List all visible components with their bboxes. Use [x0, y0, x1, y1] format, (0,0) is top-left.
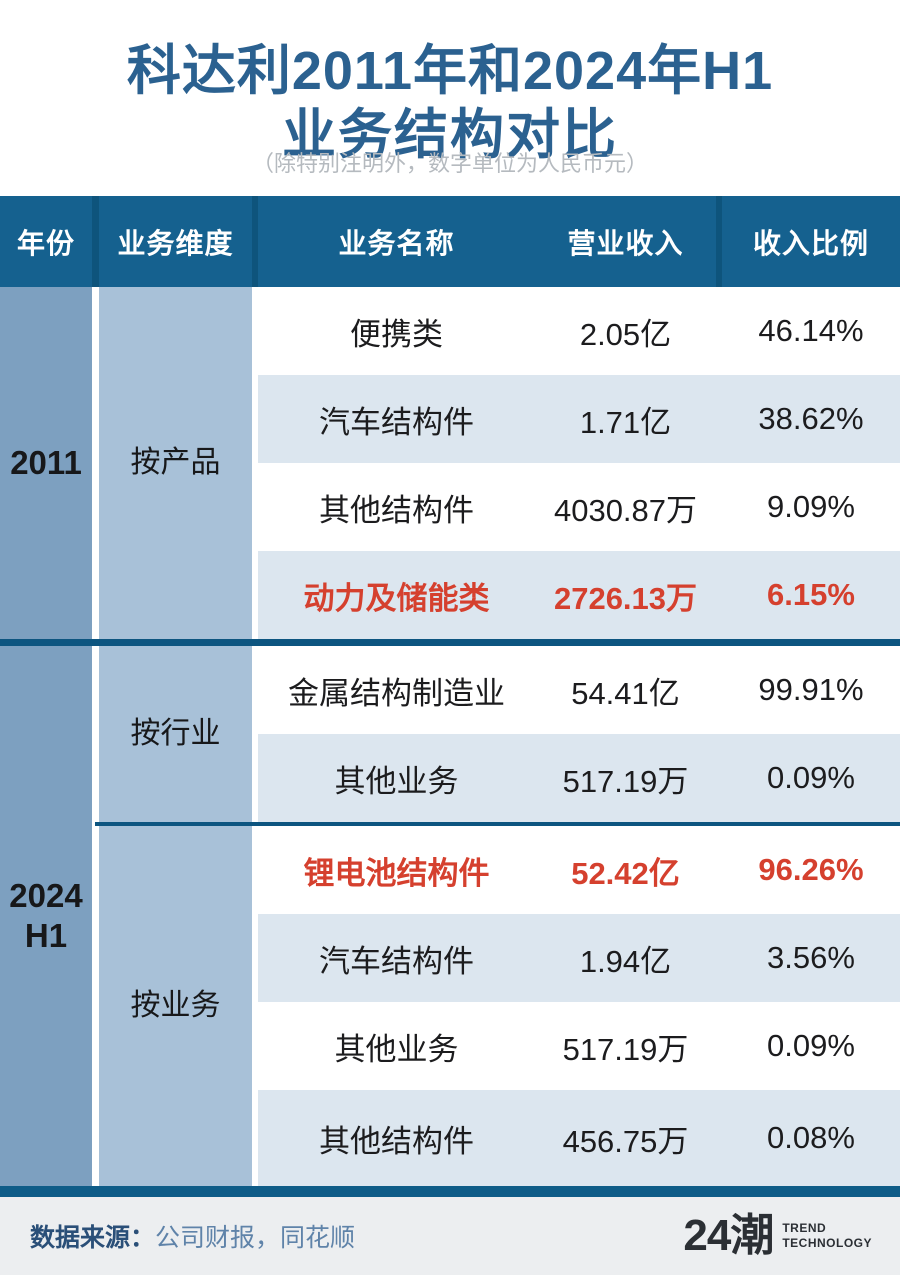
- section-divider-industry-business: [95, 822, 900, 826]
- table-row: 金属结构制造业 54.41亿 99.91%: [258, 646, 900, 734]
- column-header-revenue: 营业收入: [567, 227, 684, 259]
- column-header-dimension: 业务维度: [117, 227, 234, 259]
- dimension-label-product: 按产品: [130, 446, 221, 479]
- table-row-highlighted: 锂电池结构件 52.42亿 96.26%: [258, 826, 900, 914]
- page-title-line1: 科达利2011年和2024年H1: [126, 41, 774, 101]
- year-label-2011: 2011: [0, 443, 92, 483]
- share-value: 99.91%: [758, 672, 864, 707]
- revenue-value: 2.05亿: [579, 316, 672, 352]
- revenue-value: 54.41亿: [571, 675, 680, 711]
- year-text: 2011: [10, 444, 82, 481]
- share-value: 6.15%: [767, 577, 855, 612]
- table-row: 汽车结构件 1.71亿 38.62%: [258, 375, 900, 463]
- data-source-label: 数据来源：: [30, 1224, 156, 1252]
- business-name: 其他结构件: [319, 1123, 474, 1159]
- share-value: 96.26%: [758, 852, 864, 887]
- logo-24chao-icon: 24潮: [683, 1211, 774, 1260]
- column-header-name: 业务名称: [338, 227, 455, 259]
- business-name: 其他业务: [334, 763, 459, 799]
- brand-logo: 24潮 TREND TECHNOLOGY: [683, 1214, 872, 1258]
- column-header-share: 收入比例: [752, 227, 869, 259]
- dimension-column-background: [99, 287, 252, 1186]
- share-value: 0.08%: [767, 1120, 855, 1155]
- revenue-value: 1.71亿: [579, 404, 672, 440]
- revenue-value: 456.75万: [562, 1123, 689, 1159]
- data-source: 数据来源：公司财报，同花顺: [30, 1218, 355, 1254]
- table-row: 汽车结构件 1.94亿 3.56%: [258, 914, 900, 1002]
- revenue-value: 1.94亿: [579, 943, 672, 979]
- year-text-line2: H1: [24, 917, 68, 954]
- share-value: 38.62%: [758, 401, 864, 436]
- business-name: 动力及储能类: [303, 580, 490, 616]
- revenue-value: 517.19万: [562, 763, 689, 799]
- business-name: 金属结构制造业: [288, 675, 505, 711]
- header-separator: [92, 196, 99, 287]
- column-header-year: 年份: [16, 227, 75, 259]
- table-row: 其他业务 517.19万 0.09%: [258, 734, 900, 822]
- business-name: 汽车结构件: [319, 943, 474, 979]
- logo-subtitle-line2: TECHNOLOGY: [782, 1236, 872, 1250]
- logo-subtitle-line1: TREND: [782, 1221, 827, 1235]
- header-separator: [716, 196, 722, 287]
- page-title-line2: 业务结构对比: [282, 105, 618, 165]
- share-value: 46.14%: [758, 313, 864, 348]
- revenue-value: 4030.87万: [553, 492, 698, 528]
- business-name: 锂电池结构件: [303, 855, 490, 891]
- business-name: 汽车结构件: [319, 404, 474, 440]
- revenue-value: 52.42亿: [571, 855, 680, 891]
- revenue-value: 2726.13万: [553, 580, 698, 616]
- revenue-value: 517.19万: [562, 1031, 689, 1067]
- year-column-background: [0, 287, 92, 1186]
- business-name: 其他结构件: [319, 492, 474, 528]
- share-value: 3.56%: [767, 940, 855, 975]
- header-separator: [252, 196, 258, 287]
- data-source-text: 公司财报，同花顺: [155, 1224, 356, 1252]
- table-header: 年份 业务维度 业务名称 营业收入 收入比例: [0, 196, 900, 287]
- table-row: 其他业务 517.19万 0.09%: [258, 1002, 900, 1090]
- year-label-2024h1: 2024 H1: [0, 876, 92, 956]
- table-row: 其他结构件 4030.87万 9.09%: [258, 463, 900, 551]
- table-row: 其他结构件 456.75万 0.08%: [258, 1090, 900, 1186]
- business-name: 便携类: [350, 316, 443, 352]
- section-divider-2011-2024: [0, 639, 900, 646]
- year-text-line1: 2024: [9, 877, 83, 914]
- footer: 数据来源：公司财报，同花顺 24潮 TREND TECHNOLOGY: [0, 1197, 900, 1275]
- table-row: 便携类 2.05亿 46.14%: [258, 287, 900, 375]
- share-value: 0.09%: [767, 1028, 855, 1063]
- logo-subtitle: TREND TECHNOLOGY: [782, 1221, 872, 1251]
- share-value: 0.09%: [767, 760, 855, 795]
- share-value: 9.09%: [767, 489, 855, 524]
- business-name: 其他业务: [334, 1031, 459, 1067]
- dimension-label-industry: 按行业: [130, 717, 221, 750]
- table-row-highlighted: 动力及储能类 2726.13万 6.15%: [258, 551, 900, 639]
- table-bottom-bar: [0, 1186, 900, 1197]
- page-subtitle: （除特别注明外，数字单位为人民币元）: [251, 151, 648, 176]
- dimension-label-business: 按业务: [130, 989, 221, 1022]
